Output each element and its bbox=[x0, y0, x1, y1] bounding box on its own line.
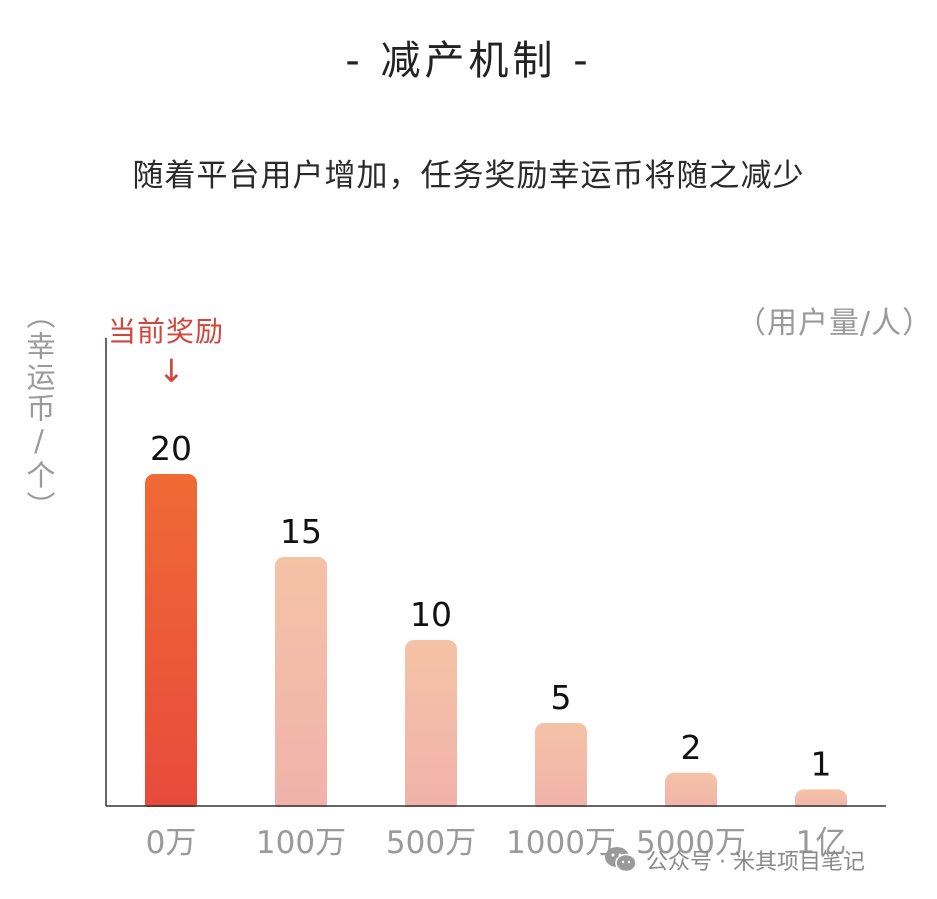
bar-3 bbox=[535, 723, 587, 812]
value-label-1: 15 bbox=[280, 512, 322, 551]
value-label-5: 1 bbox=[811, 744, 832, 783]
watermark-text: 公众号 · 米其项目笔记 bbox=[646, 850, 865, 875]
watermark: 公众号 · 米其项目笔记 bbox=[604, 844, 865, 876]
current-reward-label: 当前奖励 bbox=[108, 315, 225, 348]
down-arrow-icon: ↓ bbox=[158, 352, 185, 390]
bar-1 bbox=[275, 557, 327, 812]
x-tick-label-1: 100万 bbox=[256, 825, 346, 861]
chart-title: - 减产机制 - bbox=[345, 38, 592, 84]
bar-4 bbox=[665, 772, 717, 812]
bar-0 bbox=[145, 474, 197, 812]
value-label-0: 20 bbox=[150, 429, 192, 468]
x-tick-label-5: 1亿 bbox=[796, 825, 847, 861]
value-label-4: 2 bbox=[681, 728, 702, 767]
x-tick-label-4: 5000万 bbox=[636, 825, 746, 861]
y-axis-label: （幸运币/个） bbox=[22, 300, 56, 522]
bar-2 bbox=[405, 640, 457, 812]
chart-subtitle: 随着平台用户增加，任务奖励幸运币将随之减少 bbox=[132, 158, 805, 194]
value-label-3: 5 bbox=[551, 678, 572, 717]
x-tick-label-2: 500万 bbox=[386, 825, 476, 861]
x-axis-label: （用户量/人） bbox=[736, 306, 934, 341]
x-tick-label-0: 0万 bbox=[146, 825, 197, 861]
wechat-icon bbox=[604, 846, 638, 874]
value-label-2: 10 bbox=[410, 595, 452, 634]
baseline-mask bbox=[107, 807, 897, 815]
x-tick-label-3: 1000万 bbox=[506, 825, 616, 861]
